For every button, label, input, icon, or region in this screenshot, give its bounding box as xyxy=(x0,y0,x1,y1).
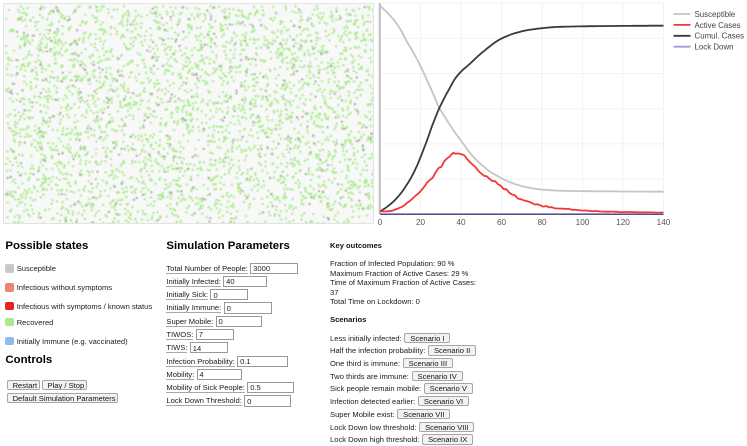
svg-text:60: 60 xyxy=(497,218,507,227)
svg-text:40: 40 xyxy=(456,218,466,227)
svg-text:80: 80 xyxy=(537,218,547,227)
svg-text:Susceptible: Susceptible xyxy=(695,10,736,19)
svg-text:Active Cases: Active Cases xyxy=(695,21,741,30)
svg-text:120: 120 xyxy=(616,218,630,227)
svg-text:20: 20 xyxy=(416,218,426,227)
svg-text:Lock Down: Lock Down xyxy=(695,43,734,52)
svg-text:0: 0 xyxy=(378,218,383,227)
svg-text:140: 140 xyxy=(657,218,671,227)
svg-text:100: 100 xyxy=(576,218,590,227)
svg-text:Cumul. Cases: Cumul. Cases xyxy=(695,32,745,41)
